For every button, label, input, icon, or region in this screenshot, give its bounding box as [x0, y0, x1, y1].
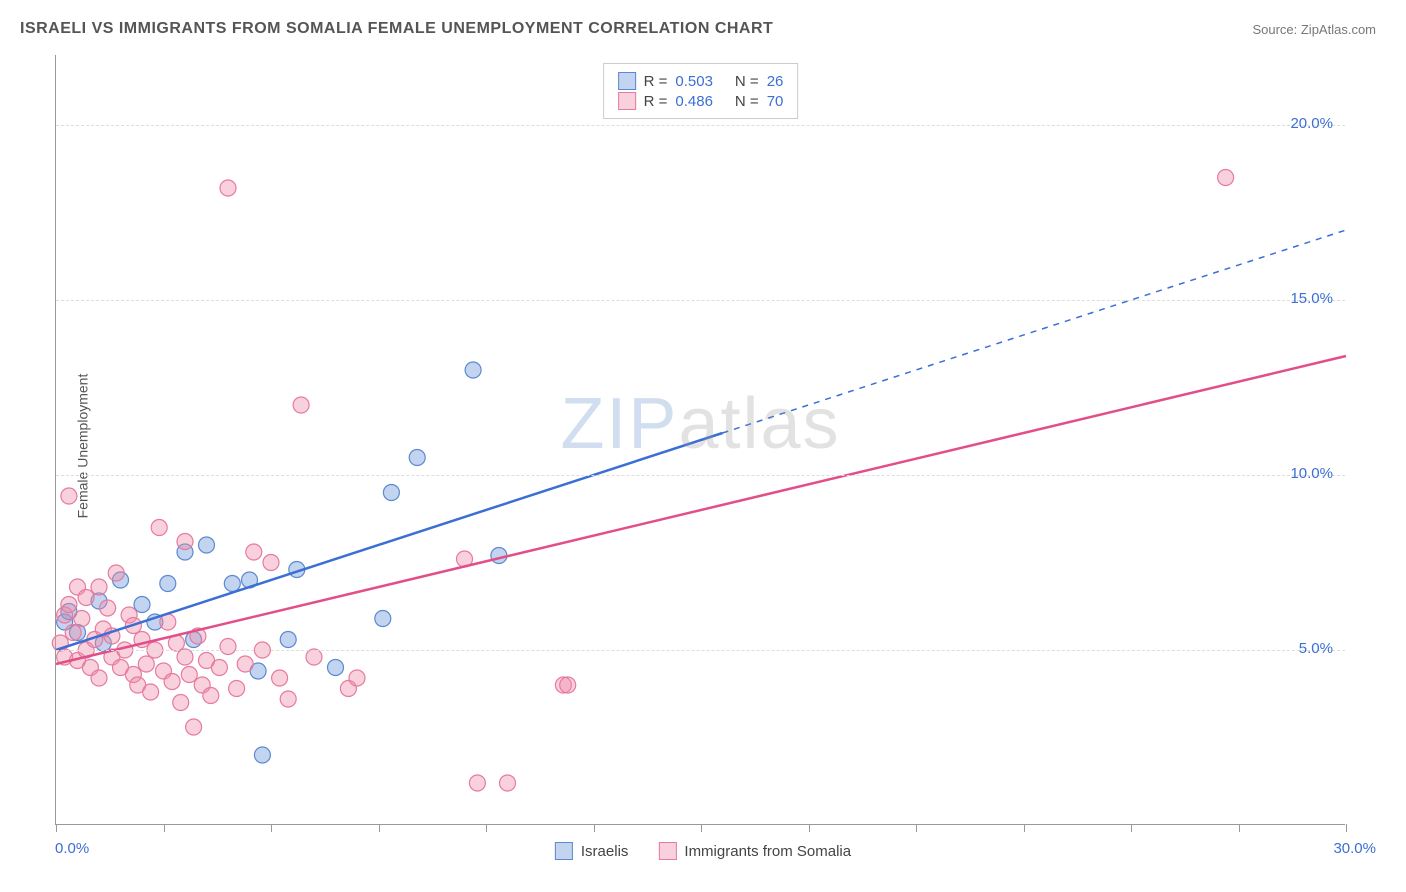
somalia-point [61, 597, 77, 613]
somalia-point [1218, 170, 1234, 186]
x-tick [916, 824, 917, 832]
x-tick [701, 824, 702, 832]
somalia-point [151, 520, 167, 536]
x-axis-min-label: 0.0% [55, 840, 89, 857]
stat-legend-row: R = 0.486 N = 70 [618, 92, 784, 110]
somalia-point [280, 691, 296, 707]
israelis-point [465, 362, 481, 378]
n-value: 26 [767, 73, 784, 90]
somalia-point [186, 719, 202, 735]
somalia-point [211, 660, 227, 676]
legend-swatch [618, 72, 636, 90]
x-tick [379, 824, 380, 832]
x-tick [1346, 824, 1347, 832]
somalia-point [108, 565, 124, 581]
gridline [56, 125, 1345, 126]
x-tick [271, 824, 272, 832]
somalia-point [272, 670, 288, 686]
israelis-point [134, 597, 150, 613]
y-tick-label: 10.0% [1290, 465, 1333, 482]
y-tick-label: 15.0% [1290, 290, 1333, 307]
r-value: 0.486 [675, 93, 713, 110]
somalia-point [177, 534, 193, 550]
series-legend: Israelis Immigrants from Somalia [555, 842, 851, 860]
plot-area: R =0.503N =26R =0.486N =70 ZIPatlas 5.0%… [55, 55, 1345, 825]
israelis-point [328, 660, 344, 676]
somalia-point [229, 681, 245, 697]
stat-legend: R = 0.503 N = 26 R = 0.486 N = 70 [603, 63, 799, 119]
plot-svg [56, 55, 1345, 824]
legend-label: Israelis [581, 843, 629, 860]
y-tick-label: 20.0% [1290, 115, 1333, 132]
n-label: N = [735, 93, 759, 110]
israelis-point [199, 537, 215, 553]
x-tick [1024, 824, 1025, 832]
somalia-point [220, 180, 236, 196]
gridline [56, 300, 1345, 301]
somalia-point [91, 670, 107, 686]
somalia-point [164, 674, 180, 690]
somalia-point [173, 695, 189, 711]
somalia-point [293, 397, 309, 413]
x-axis-max-label: 30.0% [1333, 840, 1376, 857]
somalia-point [237, 656, 253, 672]
gridline [56, 475, 1345, 476]
somalia-point [78, 590, 94, 606]
somalia-point [220, 639, 236, 655]
somalia-point [500, 775, 516, 791]
somalia-point [177, 649, 193, 665]
israelis-point [383, 485, 399, 501]
chart-title: ISRAELI VS IMMIGRANTS FROM SOMALIA FEMAL… [20, 20, 773, 38]
israelis-point [375, 611, 391, 627]
somalia-point [74, 611, 90, 627]
legend-item: Israelis [555, 842, 629, 860]
x-tick [164, 824, 165, 832]
somalia-point [306, 649, 322, 665]
israelis-trendline-extrapolated [723, 230, 1347, 433]
x-tick [1131, 824, 1132, 832]
legend-swatch [555, 842, 573, 860]
somalia-point [181, 667, 197, 683]
x-tick [809, 824, 810, 832]
somalia-point [263, 555, 279, 571]
correlation-chart: ISRAELI VS IMMIGRANTS FROM SOMALIA FEMAL… [0, 0, 1406, 892]
stat-legend-row: R = 0.503 N = 26 [618, 72, 784, 90]
israelis-point [409, 450, 425, 466]
n-value: 70 [767, 93, 784, 110]
n-label: N = [735, 73, 759, 90]
source-attribution: Source: ZipAtlas.com [1252, 22, 1376, 37]
israelis-point [491, 548, 507, 564]
somalia-point [91, 579, 107, 595]
israelis-point [224, 576, 240, 592]
somalia-trendline [56, 356, 1346, 664]
somalia-point [61, 488, 77, 504]
r-label: R = [644, 73, 668, 90]
y-tick-label: 5.0% [1299, 640, 1333, 657]
somalia-point [100, 600, 116, 616]
somalia-point [560, 677, 576, 693]
israelis-point [160, 576, 176, 592]
x-tick [486, 824, 487, 832]
somalia-point [143, 684, 159, 700]
somalia-point [246, 544, 262, 560]
somalia-point [138, 656, 154, 672]
x-tick [56, 824, 57, 832]
legend-label: Immigrants from Somalia [684, 843, 851, 860]
somalia-point [469, 775, 485, 791]
r-value: 0.503 [675, 73, 713, 90]
r-label: R = [644, 93, 668, 110]
x-tick [1239, 824, 1240, 832]
israelis-point [254, 747, 270, 763]
somalia-point [349, 670, 365, 686]
israelis-point [280, 632, 296, 648]
somalia-point [203, 688, 219, 704]
legend-swatch [658, 842, 676, 860]
somalia-point [65, 625, 81, 641]
legend-item: Immigrants from Somalia [658, 842, 851, 860]
legend-swatch [618, 92, 636, 110]
gridline [56, 650, 1345, 651]
x-tick [594, 824, 595, 832]
